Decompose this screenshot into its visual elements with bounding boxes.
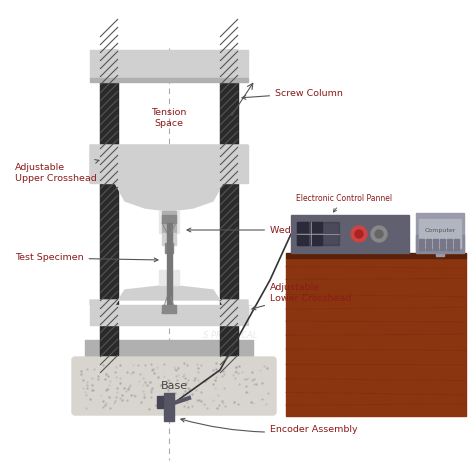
Bar: [454, 243, 459, 246]
Bar: [454, 239, 459, 242]
Bar: [162, 215, 176, 223]
Bar: [159, 211, 179, 233]
Bar: [311, 222, 322, 232]
Bar: [223, 358, 238, 370]
Text: Encoder Assembly: Encoder Assembly: [181, 419, 357, 435]
Bar: [447, 243, 452, 246]
Circle shape: [351, 226, 367, 242]
Text: Electronic Control Pannel: Electronic Control Pannel: [296, 194, 392, 212]
Polygon shape: [90, 285, 248, 305]
Bar: [85, 340, 253, 360]
Circle shape: [355, 230, 363, 238]
Bar: [433, 247, 438, 250]
Bar: [419, 219, 461, 248]
Bar: [419, 239, 424, 242]
Bar: [447, 247, 452, 250]
Bar: [426, 247, 431, 250]
Text: S PRACTICAL: S PRACTICAL: [203, 330, 257, 339]
Polygon shape: [90, 145, 248, 211]
Bar: [162, 305, 176, 313]
Bar: [440, 239, 445, 242]
Bar: [159, 270, 179, 285]
Text: Screw Column: Screw Column: [242, 89, 343, 100]
Bar: [167, 223, 172, 305]
Text: Tension
Space: Tension Space: [151, 108, 187, 128]
Bar: [311, 235, 322, 245]
Circle shape: [375, 230, 383, 238]
Bar: [100, 50, 118, 355]
Bar: [447, 239, 452, 242]
Bar: [162, 233, 176, 245]
Bar: [433, 239, 438, 242]
Bar: [419, 243, 424, 246]
Bar: [454, 247, 459, 250]
Bar: [440, 243, 445, 246]
Bar: [416, 213, 464, 251]
Bar: [416, 235, 464, 253]
Bar: [90, 305, 248, 325]
Bar: [220, 50, 238, 355]
Bar: [90, 50, 248, 78]
Bar: [297, 222, 308, 232]
Text: Base: Base: [160, 381, 188, 391]
Bar: [433, 243, 438, 246]
Bar: [100, 358, 115, 370]
Bar: [165, 243, 173, 253]
Bar: [286, 253, 466, 258]
Bar: [90, 145, 248, 183]
Bar: [286, 258, 466, 416]
Text: CIVIL PLANET'S: CIVIL PLANET'S: [168, 305, 252, 315]
FancyBboxPatch shape: [72, 357, 276, 415]
Bar: [164, 393, 174, 421]
Bar: [297, 235, 308, 245]
Circle shape: [371, 226, 387, 242]
Bar: [440, 247, 445, 250]
Bar: [90, 78, 248, 82]
Text: Adjustable
Lower Crosshead: Adjustable Lower Crosshead: [252, 283, 351, 310]
Bar: [436, 251, 444, 256]
Bar: [297, 222, 339, 245]
Bar: [162, 211, 176, 233]
Bar: [426, 239, 431, 242]
Bar: [157, 396, 163, 408]
Text: Wedge Grips: Wedge Grips: [187, 226, 330, 235]
Text: Computer: Computer: [424, 228, 456, 233]
Bar: [291, 215, 409, 253]
Text: Adjustable
Upper Crosshead: Adjustable Upper Crosshead: [15, 160, 99, 182]
Bar: [419, 247, 424, 250]
Text: Test Specimen: Test Specimen: [15, 254, 158, 263]
Bar: [426, 243, 431, 246]
